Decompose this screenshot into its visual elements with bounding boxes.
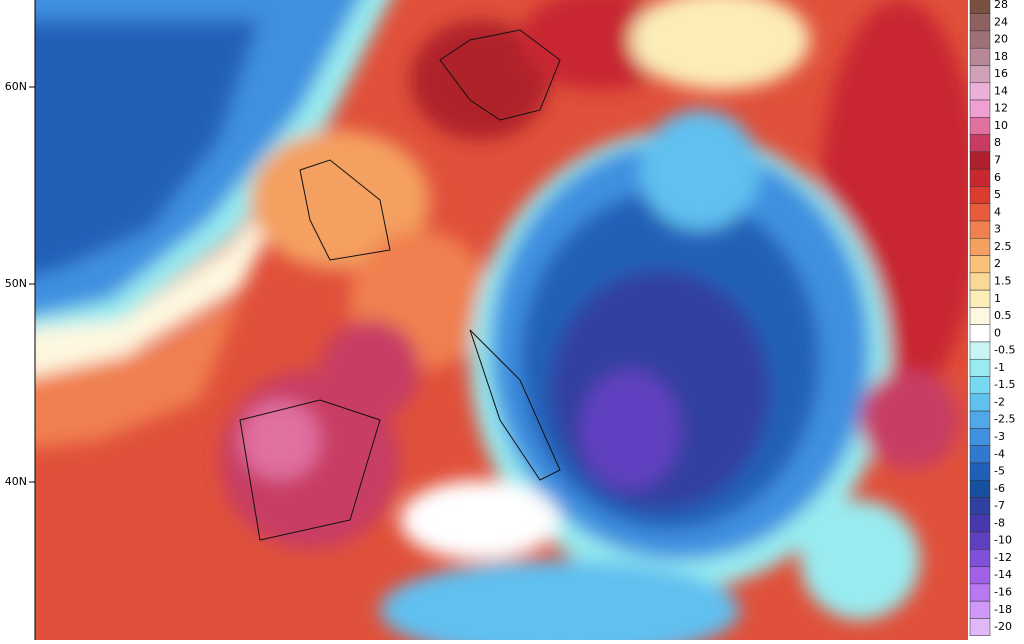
colorbar-label: -14 (994, 568, 1012, 581)
colorbar-label: 0 (994, 326, 1001, 339)
lat-label: 60N (5, 80, 27, 93)
colorbar-swatch (969, 203, 991, 222)
colorbar-label: -3 (994, 430, 1005, 443)
colorbar-swatch (969, 514, 991, 533)
colorbar-swatch (969, 618, 991, 636)
colorbar-label: -2 (994, 395, 1005, 408)
colorbar-swatch (969, 0, 991, 14)
colorbar-swatch (969, 13, 991, 32)
colorbar-label: -6 (994, 482, 1005, 495)
colorbar-swatch (969, 479, 991, 498)
colorbar-swatch (969, 549, 991, 567)
colorbar-swatch (969, 117, 991, 135)
colorbar-swatch (969, 410, 991, 429)
colorbar-label: -18 (994, 603, 1012, 616)
colorbar-swatch (969, 255, 991, 274)
colorbar-label: 10 (994, 119, 1008, 132)
anomaly-field (35, 0, 968, 640)
colorbar-label: -1.5 (994, 378, 1015, 391)
colorbar-swatch (969, 307, 991, 325)
colorbar-label: 1.5 (994, 274, 1012, 287)
colorbar-swatch (969, 30, 991, 49)
colorbar-swatch (969, 445, 991, 464)
colorbar: 28 24 20 18 16 14 12 10 8 7 6 5 4 3 2.5 2 1.5 1 0.5 0 -0.5 -1… (969, 0, 1015, 636)
colorbar-label: 1 (994, 292, 1001, 305)
colorbar-label: 7 (994, 154, 1001, 167)
colorbar-label: 3 (994, 223, 1001, 236)
colorbar-swatch (969, 531, 991, 550)
colorbar-swatch (969, 462, 991, 481)
colorbar-label: -1 (994, 361, 1005, 374)
colorbar-label: 14 (994, 84, 1008, 97)
lat-label: 40N (5, 475, 27, 488)
colorbar-swatch (969, 600, 991, 619)
colorbar-label: -5 (994, 465, 1005, 478)
colorbar-swatch (969, 341, 991, 360)
colorbar-label: -0.5 (994, 344, 1015, 357)
colorbar-label: -7 (994, 499, 1005, 512)
colorbar-label: -10 (994, 534, 1012, 547)
colorbar-swatch (969, 65, 991, 84)
colorbar-swatch (969, 497, 991, 516)
colorbar-swatch (969, 186, 991, 204)
colorbar-label: -12 (994, 551, 1012, 564)
colorbar-label: -16 (994, 586, 1012, 599)
colorbar-label: 12 (994, 102, 1008, 115)
colorbar-swatch (969, 376, 991, 395)
lat-label: 50N (5, 277, 27, 290)
colorbar-label: 0.5 (994, 309, 1012, 322)
colorbar-label: -20 (994, 620, 1012, 633)
colorbar-label: 20 (994, 33, 1008, 46)
colorbar-label: 24 (994, 15, 1008, 28)
colorbar-swatch (969, 393, 991, 412)
colorbar-swatch (969, 47, 991, 66)
colorbar-label: 28 (994, 0, 1008, 11)
colorbar-swatch (969, 99, 991, 118)
colorbar-swatch (969, 358, 991, 377)
colorbar-swatch (969, 289, 991, 308)
colorbar-label: -8 (994, 516, 1005, 529)
colorbar-swatch (969, 324, 991, 343)
colorbar-swatch (969, 583, 991, 602)
colorbar-label: -2.5 (994, 413, 1015, 426)
colorbar-swatch (969, 272, 991, 291)
colorbar-label: -4 (994, 447, 1005, 460)
colorbar-swatch (969, 168, 991, 187)
colorbar-label: 4 (994, 205, 1001, 218)
colorbar-swatch (969, 566, 991, 585)
colorbar-label: 5 (994, 188, 1001, 201)
colorbar-label: 2 (994, 257, 1001, 270)
colorbar-label: 6 (994, 171, 1001, 184)
colorbar-swatch (969, 428, 991, 446)
coastlines (239, 29, 561, 541)
colorbar-label: 2.5 (994, 240, 1012, 253)
colorbar-label: 8 (994, 136, 1001, 149)
colorbar-swatch (969, 220, 991, 239)
colorbar-swatch (969, 151, 991, 170)
colorbar-label: 18 (994, 50, 1008, 63)
colorbar-label: 16 (994, 67, 1008, 80)
colorbar-swatch (969, 134, 991, 153)
colorbar-swatch (969, 82, 991, 101)
colorbar-swatch (969, 238, 991, 256)
